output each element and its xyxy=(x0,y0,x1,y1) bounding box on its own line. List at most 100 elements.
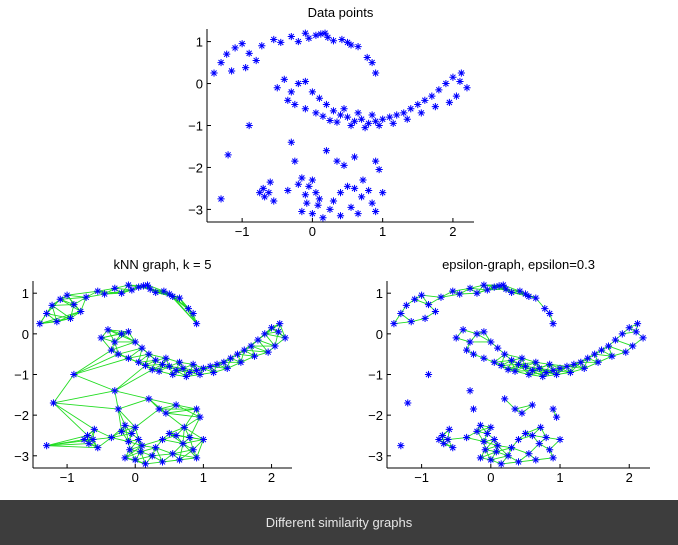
data-point xyxy=(365,186,373,195)
data-point xyxy=(438,431,446,440)
data-point xyxy=(633,320,642,328)
data-point xyxy=(343,38,352,47)
graph-edge xyxy=(274,331,279,347)
data-point xyxy=(145,395,153,403)
data-point xyxy=(43,309,51,318)
data-point xyxy=(480,354,488,362)
x-tick-label: −1 xyxy=(235,224,250,239)
graph-edge xyxy=(597,355,613,363)
graph-edge xyxy=(135,455,153,461)
data-point xyxy=(584,354,592,362)
data-point xyxy=(114,350,122,358)
graph-edge xyxy=(250,345,269,353)
graph-edge xyxy=(165,412,201,418)
data-point xyxy=(400,109,408,117)
data-point xyxy=(231,44,239,52)
data-point xyxy=(66,314,75,322)
data-point xyxy=(264,348,272,356)
y-tick-label: 1 xyxy=(376,286,383,301)
data-point xyxy=(233,350,242,358)
data-point xyxy=(541,305,549,313)
data-points xyxy=(390,281,647,468)
data-point xyxy=(317,30,325,38)
graph-edge xyxy=(594,353,599,363)
data-point xyxy=(135,435,143,444)
data-point xyxy=(160,287,168,295)
data-point xyxy=(528,431,536,440)
data-point xyxy=(324,33,332,41)
data-point xyxy=(511,405,519,413)
graph-edge xyxy=(114,365,146,392)
data-point xyxy=(165,362,173,370)
data-point xyxy=(431,307,440,316)
data-point xyxy=(252,56,260,65)
data-point xyxy=(287,138,295,146)
data-point xyxy=(456,77,464,86)
data-point xyxy=(604,342,613,350)
data-point xyxy=(265,189,273,197)
data-point xyxy=(162,354,170,362)
data-point xyxy=(480,328,488,336)
data-point xyxy=(131,456,139,464)
data-point xyxy=(196,413,204,421)
graph-edge xyxy=(507,447,512,456)
graph-edge xyxy=(111,433,132,438)
graph-edge xyxy=(124,445,143,459)
data-point xyxy=(210,368,218,377)
y-tick-label: −2 xyxy=(368,408,383,423)
data-point xyxy=(566,368,575,377)
y-tick-label: 1 xyxy=(196,35,203,50)
data-point xyxy=(238,40,246,48)
data-point xyxy=(372,207,380,216)
graph-edge xyxy=(53,402,95,430)
data-point xyxy=(340,105,348,113)
graph-edge xyxy=(145,354,150,366)
graph-edge xyxy=(85,290,98,298)
graph-edge xyxy=(485,445,498,451)
graph-edge xyxy=(169,361,180,367)
data-points xyxy=(210,29,471,222)
data-point xyxy=(155,367,163,375)
data-point xyxy=(189,309,197,318)
data-point xyxy=(372,69,380,77)
graph-edge xyxy=(140,451,153,457)
graph-edge xyxy=(168,293,197,324)
graph-edge xyxy=(175,404,201,418)
graph-edge xyxy=(189,437,194,450)
graph-edge xyxy=(428,296,442,305)
data-point xyxy=(457,69,465,77)
data-point xyxy=(497,361,505,370)
data-point xyxy=(403,115,411,123)
data-point xyxy=(632,328,640,336)
data-point xyxy=(227,354,235,362)
data-point xyxy=(294,37,302,46)
data-point xyxy=(97,334,105,342)
data-point xyxy=(138,344,146,352)
graph-edge xyxy=(573,363,585,369)
data-point xyxy=(155,405,163,413)
data-point xyxy=(514,458,523,466)
graph-edge xyxy=(73,353,119,375)
graph-edge xyxy=(490,459,502,465)
data-point xyxy=(490,283,498,291)
data-point xyxy=(407,318,415,326)
data-point xyxy=(240,346,248,354)
x-tick-label: 1 xyxy=(379,224,386,239)
y-tick-label: −3 xyxy=(188,202,203,217)
graph-edge xyxy=(476,333,492,343)
graph-edge xyxy=(254,351,269,357)
data-point xyxy=(546,360,554,368)
data-point xyxy=(549,366,557,375)
data-point xyxy=(326,116,334,125)
graph-edge xyxy=(39,311,81,325)
data-point xyxy=(172,366,180,375)
data-point xyxy=(336,111,345,119)
graph-edge xyxy=(514,404,533,410)
graph-edge xyxy=(111,437,129,443)
data-point xyxy=(487,456,495,464)
graph-edge xyxy=(611,351,626,357)
graph-edge xyxy=(135,459,146,465)
x-tick-label: −1 xyxy=(60,470,75,485)
data-point xyxy=(270,35,278,44)
graph-edge xyxy=(94,428,112,438)
